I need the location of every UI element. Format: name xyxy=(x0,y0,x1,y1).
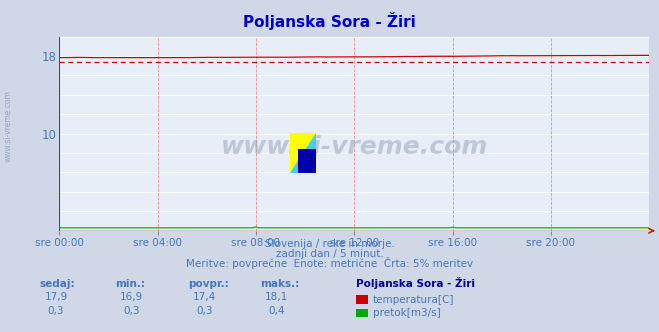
Text: maks.:: maks.: xyxy=(260,279,300,289)
Text: 0,3: 0,3 xyxy=(123,306,140,316)
Text: 0,3: 0,3 xyxy=(47,306,65,316)
Text: sedaj:: sedaj: xyxy=(40,279,75,289)
Text: pretok[m3/s]: pretok[m3/s] xyxy=(373,308,441,318)
Text: min.:: min.: xyxy=(115,279,146,289)
Text: 16,9: 16,9 xyxy=(120,292,144,302)
Text: Poljanska Sora - Žiri: Poljanska Sora - Žiri xyxy=(243,12,416,30)
Text: 0,3: 0,3 xyxy=(196,306,213,316)
Text: povpr.:: povpr.: xyxy=(188,279,229,289)
Text: 17,9: 17,9 xyxy=(44,292,68,302)
Text: 17,4: 17,4 xyxy=(192,292,216,302)
Text: 18,1: 18,1 xyxy=(265,292,289,302)
Polygon shape xyxy=(290,133,316,173)
Bar xyxy=(298,149,316,173)
Text: Meritve: povprečne  Enote: metrične  Črta: 5% meritev: Meritve: povprečne Enote: metrične Črta:… xyxy=(186,257,473,269)
Text: www.si-vreme.com: www.si-vreme.com xyxy=(221,135,488,159)
Text: Slovenija / reke in morje.: Slovenija / reke in morje. xyxy=(264,239,395,249)
Text: www.si-vreme.com: www.si-vreme.com xyxy=(3,90,13,162)
Polygon shape xyxy=(290,133,316,173)
Text: zadnji dan / 5 minut.: zadnji dan / 5 minut. xyxy=(275,249,384,259)
Text: 0,4: 0,4 xyxy=(268,306,285,316)
Text: Poljanska Sora - Žiri: Poljanska Sora - Žiri xyxy=(356,277,475,289)
Text: temperatura[C]: temperatura[C] xyxy=(373,294,455,305)
